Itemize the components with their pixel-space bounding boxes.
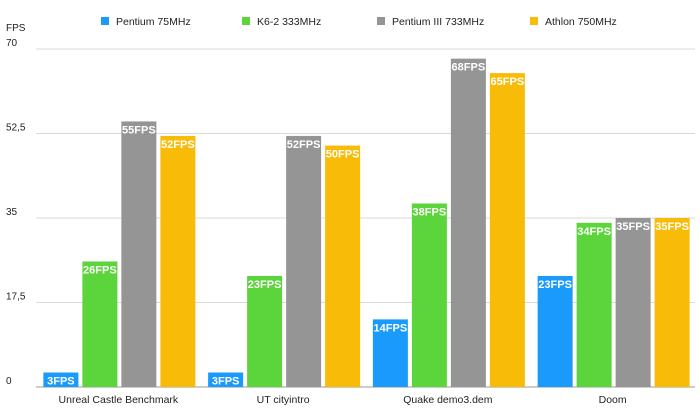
bar-value-label: 50FPS <box>326 149 360 161</box>
x-category-label: Unreal Castle Benchmark <box>59 394 179 406</box>
legend: Pentium 75MHz K6-2 333MHz Pentium III 733M… <box>101 16 617 28</box>
bar-value-label: 3FPS <box>47 376 75 388</box>
bar <box>615 218 651 387</box>
y-tick-label: 17,5 <box>6 292 26 303</box>
bar-value-label: 34FPS <box>577 226 611 238</box>
bar <box>411 203 447 387</box>
x-axis-labels: Unreal Castle Benchmark UT cityintro Quake… <box>59 394 627 406</box>
bar <box>82 261 118 387</box>
bar-value-label: 35FPS <box>616 221 650 233</box>
y-tick-label: 35 <box>6 207 18 218</box>
bar-value-label: 52FPS <box>161 139 195 151</box>
bar <box>286 135 322 387</box>
bar <box>325 145 361 387</box>
bar <box>576 222 612 387</box>
bar-value-label: 35FPS <box>655 221 689 233</box>
legend-swatch <box>377 17 385 25</box>
bar <box>208 372 244 387</box>
bar-value-label: 68FPS <box>452 62 486 74</box>
y-tick-label: 70 <box>6 38 18 49</box>
bar-value-label: 23FPS <box>248 279 282 291</box>
y-axis-ticks: 0 17,5 35 52,5 70 <box>6 38 26 387</box>
x-category-label: Quake demo3.dem <box>403 394 493 406</box>
legend-label: Pentium III 733MHz <box>392 16 484 28</box>
y-tick-label: 0 <box>6 376 12 387</box>
bar <box>654 218 690 387</box>
bar <box>372 319 408 387</box>
bar-value-label: 26FPS <box>83 264 117 276</box>
bar <box>160 135 196 387</box>
bar-value-label: 38FPS <box>413 207 447 219</box>
bar <box>489 73 525 388</box>
x-category-label: UT cityintro <box>257 394 310 406</box>
legend-label: K6-2 333MHz <box>257 16 321 28</box>
bar-value-label: 55FPS <box>122 124 156 136</box>
bar-value-label: 23FPS <box>538 279 572 291</box>
bar <box>43 372 79 387</box>
bar-value-label: 14FPS <box>374 322 408 334</box>
bar <box>450 58 486 388</box>
legend-label: Pentium 75MHz <box>116 16 191 28</box>
bar <box>121 121 157 387</box>
bar <box>247 275 283 387</box>
y-axis-label: FPS <box>6 23 26 34</box>
bar-value-label: 65FPS <box>491 76 525 88</box>
bar-value-label: 52FPS <box>287 139 321 151</box>
x-category-label: Doom <box>599 394 627 406</box>
bars: 3FPS 26FPS 55FPS 52FPS 3FPS 23FPS 52FPS 50FPS 14… <box>43 58 690 388</box>
bar-value-label: 3FPS <box>212 376 240 388</box>
legend-swatch <box>101 17 109 25</box>
legend-swatch <box>242 17 250 25</box>
legend-swatch <box>530 17 538 25</box>
y-tick-label: 52,5 <box>6 123 26 134</box>
legend-label: Athlon 750MHz <box>545 16 617 28</box>
bar <box>537 275 573 387</box>
